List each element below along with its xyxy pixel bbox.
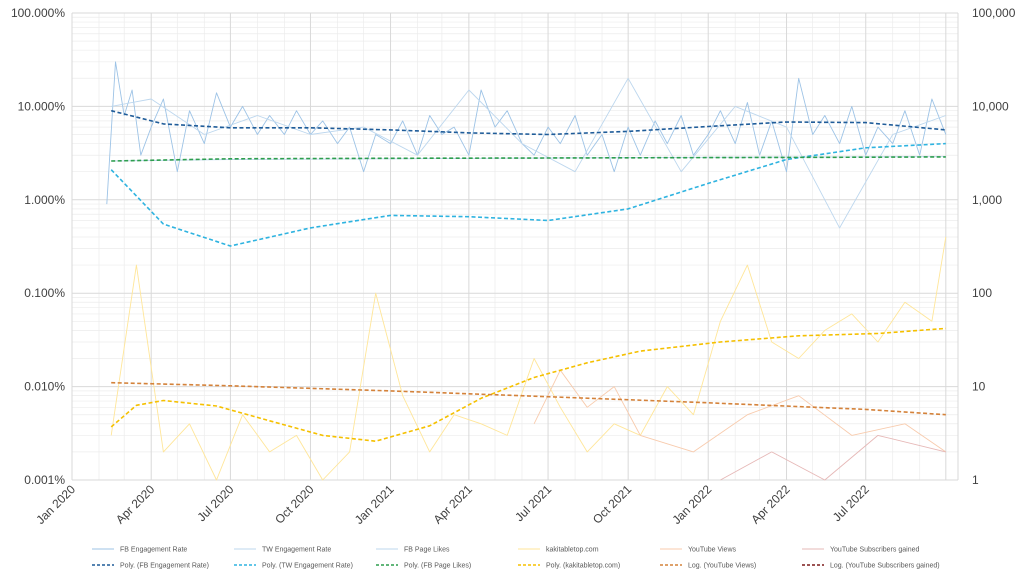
left-axis-ticks: 0.001% 0.010% 0.100% 1.000% 10.000% 100.000% — [11, 6, 65, 487]
right-tick-label: 100,000 — [972, 6, 1016, 20]
series-line-log-youtube-views — [111, 381, 946, 416]
x-tick-label: Jul 2022 — [830, 482, 872, 524]
legend-label: YouTube Subscribers gained — [830, 547, 919, 554]
right-tick-label: 10 — [972, 380, 986, 394]
left-tick-label: 0.010% — [24, 380, 65, 394]
x-tick-label: Jul 2020 — [195, 482, 237, 524]
legend-label: Log. (YouTube Subscribers gained) — [830, 563, 940, 570]
x-tick-label: Apr 2020 — [113, 482, 158, 527]
right-tick-label: 1 — [972, 473, 979, 487]
series-line-fb-engagement-rate — [106, 61, 947, 205]
left-tick-label: 1.000% — [24, 193, 65, 207]
left-tick-label: 0.100% — [24, 286, 65, 300]
right-tick-label: 10,000 — [972, 99, 1009, 113]
left-tick-label: 0.001% — [24, 473, 65, 487]
series-line-youtube-subscribers-gained — [720, 434, 946, 481]
left-tick-label: 10.000% — [18, 99, 66, 113]
minor-gridlines — [72, 13, 958, 480]
legend-label: YouTube Views — [688, 547, 736, 554]
series-line-kakitabletop-com — [110, 236, 947, 481]
series-line-poly-fb-page-likes — [111, 156, 946, 162]
series-line-youtube-views — [533, 369, 947, 453]
series-line-tw-engagement-rate — [111, 77, 946, 229]
series-line-poly-kakitabletop-com — [110, 327, 946, 443]
right-tick-label: 100 — [972, 286, 992, 300]
x-tick-label: Jul 2021 — [512, 482, 554, 524]
x-tick-label: Jan 2021 — [352, 482, 397, 527]
x-tick-label: Jan 2020 — [33, 482, 78, 527]
legend-label: Log. (YouTube Views) — [688, 563, 756, 570]
legend: FB Engagement Rate TW Engagement Rate FB P… — [92, 547, 940, 570]
right-axis-ticks: 1 10 100 1,000 10,000 100,000 — [972, 6, 1016, 487]
legend-label: FB Page Likes — [404, 547, 450, 554]
left-tick-label: 100.000% — [11, 6, 65, 20]
x-tick-label: Oct 2021 — [590, 482, 635, 527]
legend-label: Poly. (kakitabletop.com) — [546, 563, 620, 570]
x-tick-label: Apr 2022 — [748, 482, 793, 527]
x-tick-label: Jan 2022 — [670, 482, 715, 527]
legend-label: FB Engagement Rate — [120, 547, 187, 554]
legend-label: Poly. (TW Engagement Rate) — [262, 563, 353, 570]
x-tick-label: Apr 2021 — [431, 482, 476, 527]
legend-label: Poly. (FB Page Likes) — [404, 563, 471, 570]
legend-label: Poly. (FB Engagement Rate) — [120, 563, 209, 570]
right-tick-label: 1,000 — [972, 193, 1002, 207]
series-line-poly-fb-engagement-rate — [111, 109, 946, 136]
major-gridlines — [71, 12, 959, 481]
x-axis-ticks: Jan 2020 Apr 2020 Jul 2020 Oct 2020 Jan 2021… — [33, 482, 872, 527]
legend-label: TW Engagement Rate — [262, 547, 331, 554]
x-tick-label: Oct 2020 — [272, 482, 317, 527]
series-layer — [106, 61, 947, 481]
legend-label: kakitabletop.com — [546, 547, 599, 554]
